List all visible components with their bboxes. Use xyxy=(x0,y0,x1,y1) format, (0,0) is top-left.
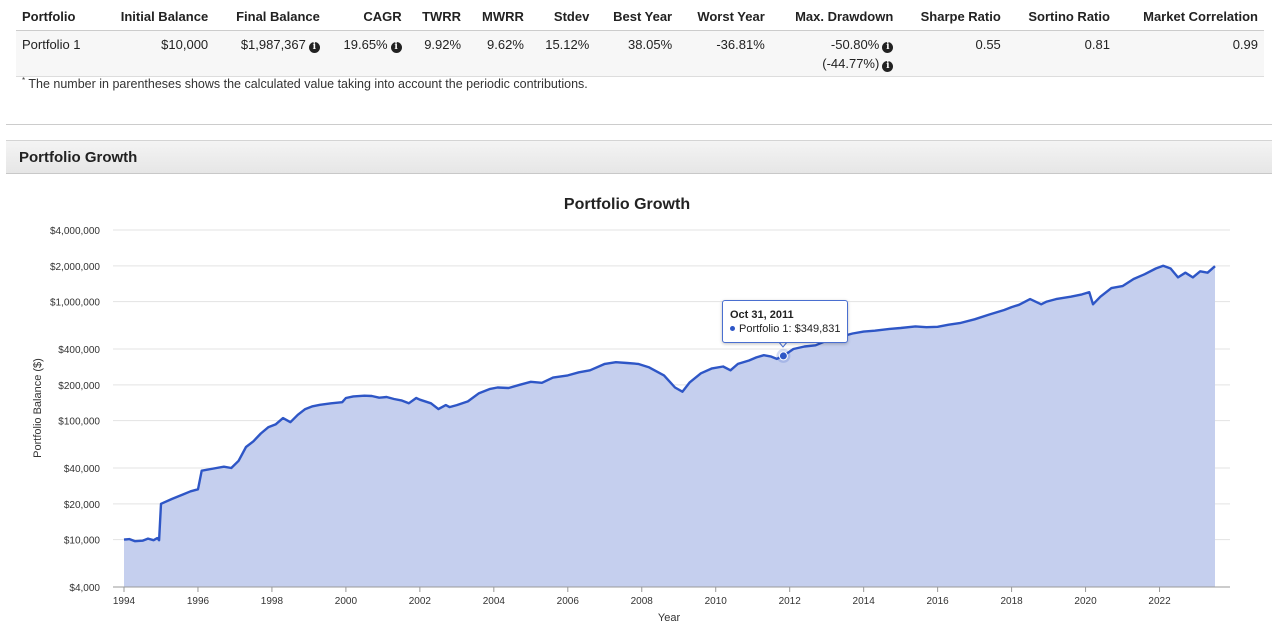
col-header[interactable]: Worst Year xyxy=(678,0,771,31)
tooltip-label: Portfolio 1: $349,831 xyxy=(739,323,841,335)
y-tick-label: $10,000 xyxy=(64,536,101,547)
x-tick-label: 2014 xyxy=(853,596,876,607)
worst-year: -36.81% xyxy=(678,30,771,77)
x-tick-label: 2016 xyxy=(927,596,950,607)
stats-table: Portfolio Initial Balance Final Balance … xyxy=(16,0,1264,77)
chart-tooltip: Oct 31, 2011 Portfolio 1: $349,831 xyxy=(722,300,848,343)
y-tick-label: $40,000 xyxy=(64,464,101,475)
y-tick-label: $4,000 xyxy=(69,583,100,594)
y-axis-label: Portfolio Balance ($) xyxy=(32,358,44,458)
x-tick-label: 2010 xyxy=(705,596,728,607)
twrr: 9.92% xyxy=(407,30,468,77)
col-header[interactable]: Best Year xyxy=(595,0,679,31)
table-row: Portfolio 1 $10,000 $1,987,367 i 19.65% i … xyxy=(16,30,1264,77)
highlight-point xyxy=(778,351,788,361)
y-tick-label: $4,000,000 xyxy=(50,226,100,237)
info-icon[interactable]: i xyxy=(390,42,402,53)
cagr: 19.65% xyxy=(343,37,388,52)
x-tick-label: 2000 xyxy=(335,596,358,607)
tooltip-date: Oct 31, 2011 xyxy=(730,309,794,321)
x-tick-label: 2018 xyxy=(1000,596,1023,607)
market-correlation: 0.99 xyxy=(1115,30,1264,77)
x-tick-label: 2002 xyxy=(409,596,432,607)
cagr-cell: 19.65% i xyxy=(325,30,408,77)
series-area xyxy=(124,265,1215,587)
sortino-ratio: 0.81 xyxy=(1006,30,1116,77)
series-line xyxy=(123,264,1216,543)
portfolio-name: Portfolio 1 xyxy=(16,30,99,77)
x-tick-label: 2008 xyxy=(631,596,654,607)
footnote: * The number in parentheses shows the ca… xyxy=(22,76,588,91)
footnote-marker: * xyxy=(22,76,26,85)
best-year: 38.05% xyxy=(595,30,679,77)
final-balance: $1,987,367 xyxy=(240,37,306,52)
col-header[interactable]: CAGR xyxy=(325,0,408,31)
info-icon[interactable]: i xyxy=(882,42,894,53)
col-header[interactable]: TWRR xyxy=(407,0,468,31)
x-tick-label: 2004 xyxy=(483,596,506,607)
y-tick-label: $400,000 xyxy=(58,345,100,356)
x-axis-label: Year xyxy=(658,612,681,624)
col-header[interactable]: Max. Drawdown xyxy=(770,0,900,31)
info-icon[interactable]: i xyxy=(882,61,894,72)
section-title: Portfolio Growth xyxy=(19,149,138,166)
y-tick-label: $200,000 xyxy=(58,381,100,392)
divider xyxy=(6,124,1272,125)
col-header[interactable]: MWRR xyxy=(467,0,530,31)
max-drawdown: -50.80% xyxy=(830,37,880,52)
x-tick-label: 1994 xyxy=(113,596,136,607)
x-tick-label: 2012 xyxy=(779,596,802,607)
tooltip-value: Portfolio 1: $349,831 xyxy=(730,323,841,335)
stats-header-row: Portfolio Initial Balance Final Balance … xyxy=(16,0,1264,31)
footnote-text: The number in parentheses shows the calc… xyxy=(28,77,588,92)
max-drawdown-contrib: (-44.77%) xyxy=(822,56,880,71)
y-tick-label: $2,000,000 xyxy=(50,262,100,273)
col-header[interactable]: Initial Balance xyxy=(98,0,215,31)
final-balance-cell: $1,987,367 i xyxy=(214,30,326,77)
chart-title: Portfolio Growth xyxy=(564,196,690,213)
x-tick-label: 2006 xyxy=(557,596,580,607)
info-icon[interactable]: i xyxy=(308,42,320,53)
sharpe-ratio: 0.55 xyxy=(899,30,1007,77)
x-tick-label: 2020 xyxy=(1074,596,1097,607)
col-header[interactable]: Portfolio xyxy=(16,0,99,31)
initial-balance: $10,000 xyxy=(98,30,215,77)
y-tick-label: $100,000 xyxy=(58,417,100,428)
col-header[interactable]: Final Balance xyxy=(214,0,326,31)
col-header[interactable]: Sortino Ratio xyxy=(1006,0,1116,31)
x-tick-label: 1996 xyxy=(187,596,210,607)
stdev: 15.12% xyxy=(529,30,596,77)
section-header: Portfolio Growth xyxy=(6,140,1272,174)
series-dot-icon xyxy=(730,326,735,331)
col-header[interactable]: Market Correlation xyxy=(1115,0,1264,31)
y-tick-label: $20,000 xyxy=(64,500,101,511)
max-drawdown-cell: -50.80% i (-44.77%) i xyxy=(770,30,900,77)
col-header[interactable]: Sharpe Ratio xyxy=(899,0,1007,31)
x-tick-label: 2022 xyxy=(1148,596,1171,607)
col-header[interactable]: Stdev xyxy=(529,0,596,31)
y-tick-label: $1,000,000 xyxy=(50,298,100,309)
x-tick-label: 1998 xyxy=(261,596,284,607)
mwrr: 9.62% xyxy=(467,30,530,77)
